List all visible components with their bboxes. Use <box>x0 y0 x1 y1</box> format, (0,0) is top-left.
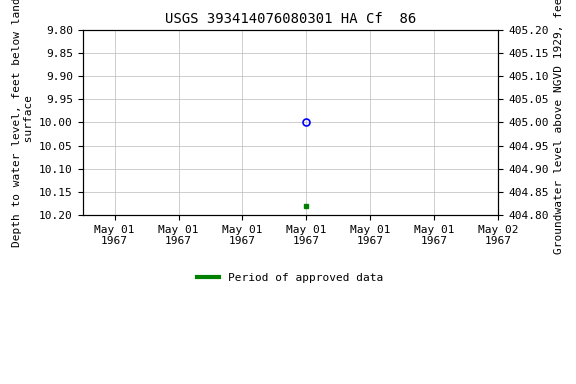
Title: USGS 393414076080301 HA Cf  86: USGS 393414076080301 HA Cf 86 <box>165 12 416 26</box>
Y-axis label: Depth to water level, feet below land
 surface: Depth to water level, feet below land su… <box>12 0 33 247</box>
Y-axis label: Groundwater level above NGVD 1929, feet: Groundwater level above NGVD 1929, feet <box>554 0 564 254</box>
Legend: Period of approved data: Period of approved data <box>193 268 388 287</box>
